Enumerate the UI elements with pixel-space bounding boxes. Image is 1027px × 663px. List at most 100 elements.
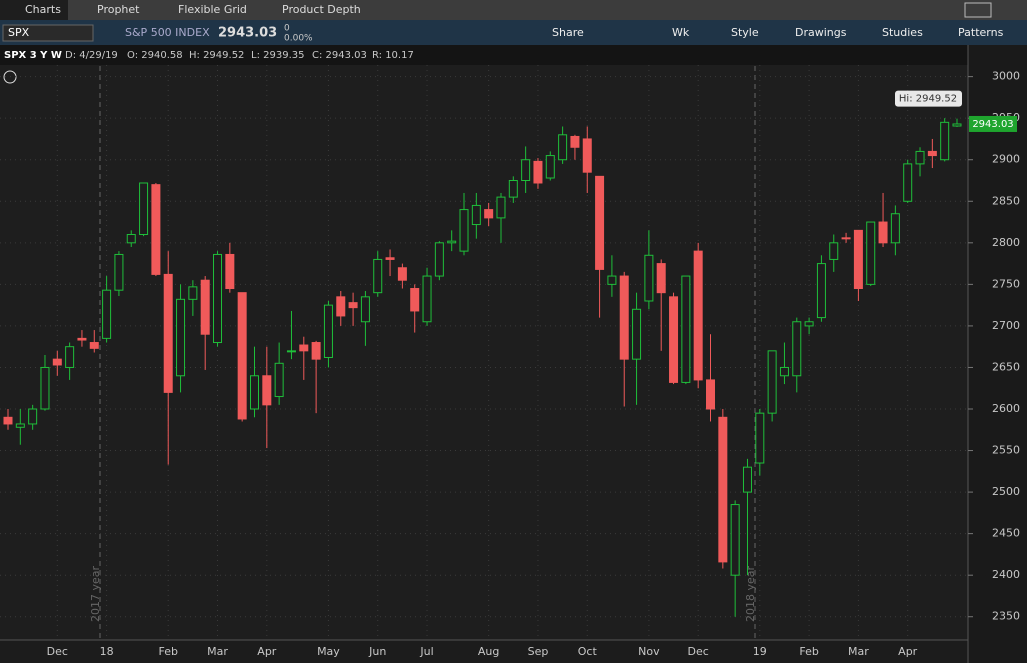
candle-body [730, 504, 740, 576]
y-tick-label: 2650 [992, 360, 1020, 373]
candle-body [65, 346, 75, 368]
candle-body [792, 321, 802, 377]
x-tick-label: Mar [848, 645, 869, 658]
tab-bar [0, 0, 1027, 20]
toolbar-button[interactable]: Studies [882, 26, 923, 39]
candle-body [299, 344, 309, 352]
candle-body [742, 466, 752, 493]
candle-body [176, 298, 186, 377]
candle-body [841, 237, 851, 240]
candle-body [249, 375, 259, 410]
candle-body [434, 242, 444, 277]
candle-body [422, 275, 432, 323]
candle-body [533, 160, 543, 184]
x-tick-label: Mar [207, 645, 228, 658]
x-tick-label: Jul [419, 645, 433, 658]
info-field: R: 10.17 [372, 50, 414, 61]
candle-body [755, 412, 765, 464]
year-label: 2017 year [89, 565, 102, 622]
candle-body [816, 263, 826, 319]
candle-body [521, 159, 531, 181]
candle-body [595, 175, 605, 270]
y-tick-label: 2600 [992, 402, 1020, 415]
candle-body [373, 258, 383, 294]
candle-body [459, 209, 469, 252]
tab[interactable]: Product Depth [282, 3, 361, 16]
candle-body [706, 379, 716, 410]
candle-body [28, 408, 38, 425]
toolbar-button[interactable]: Share [552, 26, 584, 39]
y-tick-label: 2850 [992, 194, 1020, 207]
x-tick-label: Sep [528, 645, 549, 658]
candle-body [829, 242, 839, 260]
x-tick-label: Oct [578, 645, 598, 658]
description: S&P 500 INDEX [125, 26, 210, 39]
candle-body [853, 229, 863, 290]
x-tick-label: Nov [638, 645, 660, 658]
last-price: 2943.03 [218, 26, 277, 41]
y-tick-label: 2800 [992, 236, 1020, 249]
tab-active[interactable] [0, 0, 68, 20]
candle-body [632, 308, 642, 360]
toolbar-button[interactable]: Style [731, 26, 759, 39]
price-axis [968, 45, 1027, 663]
candle-body [397, 267, 407, 281]
candle-body [213, 253, 223, 344]
candle-body [915, 150, 925, 165]
candle-body [619, 275, 629, 360]
candle-body [3, 416, 13, 425]
year-label: 2018 year [744, 565, 757, 622]
info-bar [0, 45, 968, 65]
toolbar-button[interactable]: Drawings [795, 26, 847, 39]
candle-body [385, 257, 395, 260]
candle-body [348, 302, 358, 309]
candle-body [582, 138, 592, 173]
window-button[interactable] [964, 2, 992, 18]
candle-body [952, 123, 962, 127]
candle-body [656, 263, 666, 294]
candle-body [40, 366, 50, 410]
candle-body [323, 304, 333, 358]
y-tick-label: 3000 [992, 70, 1020, 83]
candle-body [311, 342, 321, 360]
candle-body [471, 204, 481, 226]
tab[interactable]: Flexible Grid [178, 3, 247, 16]
candle-body [410, 288, 420, 312]
toolbar-button[interactable]: Wk [672, 26, 690, 39]
y-tick-label: 2900 [992, 153, 1020, 166]
change: 0 [284, 24, 290, 34]
candle-body [496, 196, 506, 219]
alert-icon[interactable] [3, 70, 17, 84]
candle-body [447, 240, 457, 244]
candle-body [225, 253, 235, 290]
info-field: C: 2943.03 [312, 50, 367, 61]
x-tick-label: May [317, 645, 340, 658]
symbol-bar [0, 20, 1027, 45]
x-tick-label: Dec [47, 645, 68, 658]
candle-body [286, 350, 296, 353]
candle-body [804, 321, 814, 327]
candle-body [163, 273, 173, 393]
callout-label: Hi: 2949.52 [899, 94, 957, 105]
candle-body [545, 155, 555, 179]
candle-body [718, 416, 728, 563]
x-tick-label: Feb [799, 645, 818, 658]
info-field: L: 2939.35 [251, 50, 304, 61]
candle-body [508, 179, 518, 198]
symbol-box[interactable] [2, 24, 94, 42]
y-tick-label: 2450 [992, 527, 1020, 540]
candle-body [903, 163, 913, 202]
tab[interactable]: Charts [25, 3, 61, 16]
candle-body [669, 296, 679, 383]
candle-body [237, 292, 247, 420]
candle-body [607, 275, 617, 285]
y-tick-label: 2400 [992, 568, 1020, 581]
candle-body [866, 221, 876, 285]
candle-body [927, 150, 937, 157]
y-tick-label: 2350 [992, 610, 1020, 623]
candle-body [151, 184, 161, 275]
tab[interactable]: Prophet [97, 3, 140, 16]
candle-body [336, 296, 346, 317]
candle-body [558, 134, 568, 161]
toolbar-button[interactable]: Patterns [958, 26, 1004, 39]
